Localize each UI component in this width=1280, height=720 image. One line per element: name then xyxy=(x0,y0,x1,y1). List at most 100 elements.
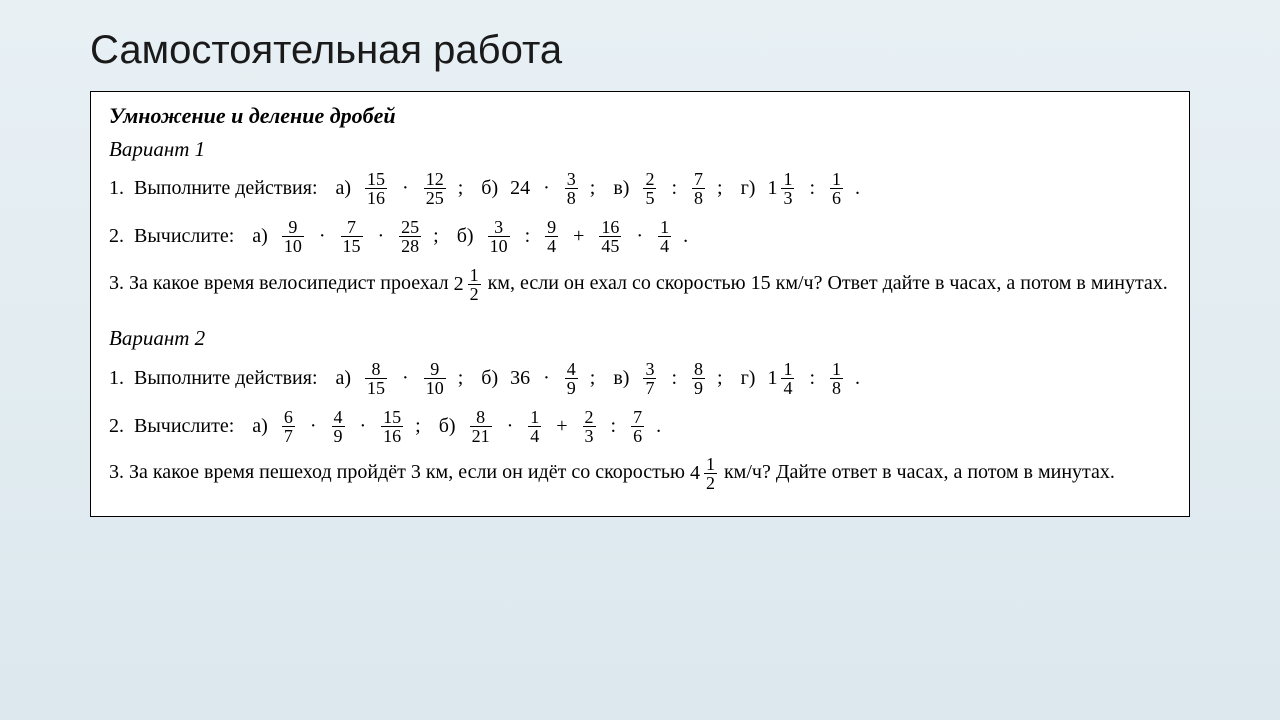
task-number: 3. xyxy=(109,272,129,294)
operator: · xyxy=(378,224,385,249)
fraction: 49 xyxy=(332,408,345,445)
operator: + xyxy=(573,224,584,249)
task-lead: Вычислите: xyxy=(134,414,234,439)
operator: : xyxy=(809,176,815,201)
task-number: 2. xyxy=(109,414,124,439)
fraction: 18 xyxy=(830,360,843,397)
fraction: 38 xyxy=(565,170,578,207)
fraction: 2528 xyxy=(399,218,421,255)
mixed-number: 212 xyxy=(454,266,483,303)
fraction: 37 xyxy=(643,360,656,397)
slide-page: Самостоятельная работа Умножение и делен… xyxy=(0,0,1280,720)
operator: · xyxy=(310,414,317,439)
part-label: г) xyxy=(741,366,756,391)
task-line: 1.Выполните действия:а)1516·1225;б)24·38… xyxy=(109,168,1171,210)
task-number: 1. xyxy=(109,366,124,391)
fraction: 310 xyxy=(488,218,510,255)
fraction: 910 xyxy=(424,360,446,397)
part-label: в) xyxy=(613,366,629,391)
problem-text: км, если он ехал со скоростью 15 км/ч? О… xyxy=(483,272,1168,294)
task-line: 2.Вычислите:а)910·715·2528;б)310:94+1645… xyxy=(109,216,1171,258)
part-label: в) xyxy=(613,176,629,201)
suffix: ; xyxy=(717,366,723,391)
operator: · xyxy=(543,366,550,391)
operator: : xyxy=(671,176,677,201)
fraction: 25 xyxy=(643,170,656,207)
part-label: б) xyxy=(439,414,456,439)
suffix: ; xyxy=(590,366,596,391)
variant-label: Вариант 1 xyxy=(109,136,1171,162)
operator: : xyxy=(671,366,677,391)
operator: · xyxy=(402,176,409,201)
suffix: . xyxy=(855,366,860,391)
operator: · xyxy=(319,224,326,249)
suffix: . xyxy=(855,176,860,201)
task-row: 1.Выполните действия:а)815·910;б)36·49;в… xyxy=(109,357,1171,399)
problem-text: За какое время пешеход пройдёт 3 км, есл… xyxy=(129,461,690,483)
worksheet-title: Умножение и деление дробей xyxy=(109,102,1171,130)
fraction: 1516 xyxy=(381,408,403,445)
operator: · xyxy=(360,414,367,439)
fraction: 16 xyxy=(830,170,843,207)
part-label: а) xyxy=(252,414,268,439)
fraction: 1516 xyxy=(365,170,387,207)
fraction: 14 xyxy=(658,218,671,255)
page-title: Самостоятельная работа xyxy=(90,28,1190,73)
suffix: ; xyxy=(415,414,421,439)
fraction: 14 xyxy=(528,408,541,445)
fraction: 67 xyxy=(282,408,295,445)
fraction: 23 xyxy=(583,408,596,445)
task-line: 1.Выполните действия:а)815·910;б)36·49;в… xyxy=(109,357,1171,399)
suffix: ; xyxy=(590,176,596,201)
operator: + xyxy=(556,414,567,439)
fraction: 49 xyxy=(565,360,578,397)
integer: 24 xyxy=(510,176,530,201)
operator: : xyxy=(809,366,815,391)
word-problem: 3. За какое время пешеход пройдёт 3 км, … xyxy=(109,455,1171,492)
mixed-number: 113 xyxy=(767,170,796,207)
suffix: . xyxy=(656,414,661,439)
operator: : xyxy=(611,414,617,439)
fraction: 14 xyxy=(781,360,794,397)
suffix: ; xyxy=(717,176,723,201)
fraction: 78 xyxy=(692,170,705,207)
variant-label: Вариант 2 xyxy=(109,325,1171,351)
mixed-number: 114 xyxy=(767,360,796,397)
fraction: 815 xyxy=(365,360,387,397)
fraction: 1225 xyxy=(424,170,446,207)
task-row: 2. Вычислите: а) 67 · 49 · 1516; б) 821 · 14 +23:76. xyxy=(109,405,1171,447)
fraction: 13 xyxy=(781,170,794,207)
fraction: 89 xyxy=(692,360,705,397)
problem-text: км/ч? Дайте ответ в часах, а потом в мин… xyxy=(719,461,1115,483)
fraction: 12 xyxy=(704,455,717,492)
suffix: ; xyxy=(433,224,439,249)
operator: · xyxy=(636,224,643,249)
task-row: 2.Вычислите:а)910·715·2528;б)310:94+1645… xyxy=(109,216,1171,258)
fraction: 76 xyxy=(631,408,644,445)
task-number: 3. xyxy=(109,461,129,483)
part-label: б) xyxy=(481,366,498,391)
task-line: 2. Вычислите: а) 67 · 49 · 1516; б) 821 · 14 +23:76. xyxy=(109,405,1171,447)
part-label: а) xyxy=(336,176,352,201)
operator: · xyxy=(543,176,550,201)
operator: · xyxy=(507,414,514,439)
suffix: ; xyxy=(458,366,464,391)
part-label: г) xyxy=(741,176,756,201)
task-number: 2. xyxy=(109,224,124,249)
word-problem: 3. За какое время велосипедист проехал 2… xyxy=(109,266,1171,303)
part-label: б) xyxy=(457,224,474,249)
operator: · xyxy=(402,366,409,391)
problem-text: За какое время велосипедист проехал xyxy=(129,272,454,294)
fraction: 715 xyxy=(341,218,363,255)
task-lead: Выполните действия: xyxy=(134,176,318,201)
fraction: 12 xyxy=(468,266,481,303)
fraction: 1645 xyxy=(599,218,621,255)
operator: : xyxy=(525,224,531,249)
fraction: 94 xyxy=(545,218,558,255)
suffix: ; xyxy=(458,176,464,201)
task-lead: Выполните действия: xyxy=(134,366,318,391)
task-row: 1.Выполните действия:а)1516·1225;б)24·38… xyxy=(109,168,1171,210)
fraction: 821 xyxy=(470,408,492,445)
task-number: 1. xyxy=(109,176,124,201)
variant-separator xyxy=(109,313,1171,319)
